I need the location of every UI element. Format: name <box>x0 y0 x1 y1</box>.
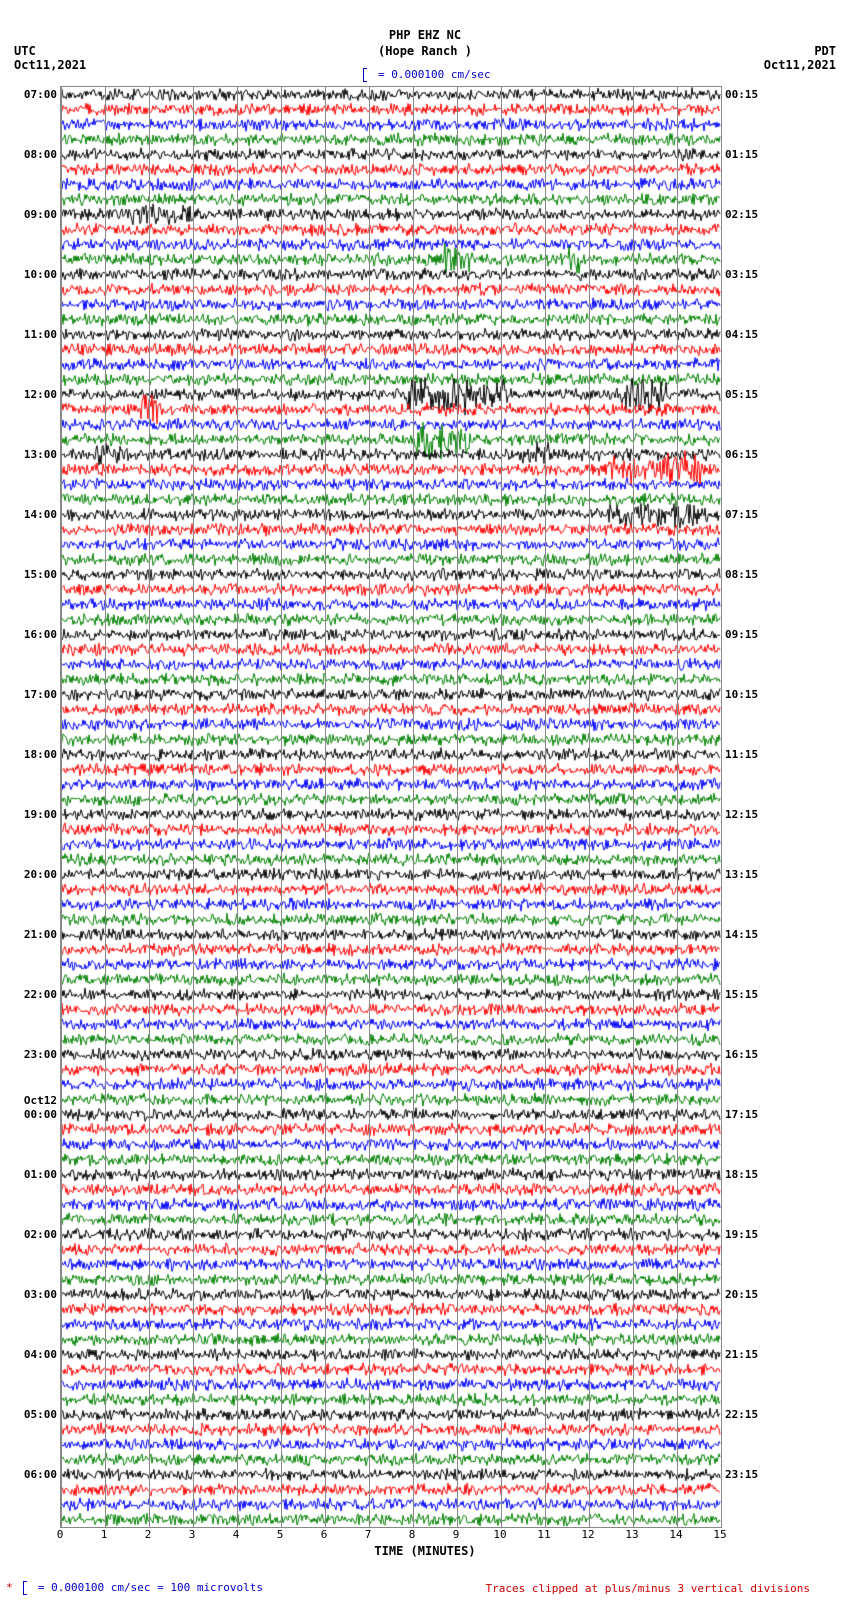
gridline <box>545 87 546 1527</box>
local-time-label: 00:15 <box>725 88 758 101</box>
seismogram-plot <box>60 86 722 1528</box>
x-tick: 4 <box>233 1528 240 1541</box>
utc-time-label: 05:00 <box>7 1408 57 1421</box>
gridline <box>721 87 722 1527</box>
x-tick: 7 <box>365 1528 372 1541</box>
gridline <box>413 87 414 1527</box>
scale-bar-icon <box>363 68 367 82</box>
local-time-label: 05:15 <box>725 388 758 401</box>
x-tick: 9 <box>453 1528 460 1541</box>
utc-time-label: 16:00 <box>7 628 57 641</box>
utc-time-label: 15:00 <box>7 568 57 581</box>
x-tick: 3 <box>189 1528 196 1541</box>
local-time-label: 13:15 <box>725 868 758 881</box>
x-tick: 6 <box>321 1528 328 1541</box>
helicorder-container: PHP EHZ NC (Hope Ranch ) = 0.000100 cm/s… <box>0 0 850 1613</box>
gridline <box>105 87 106 1527</box>
local-time-label: 11:15 <box>725 748 758 761</box>
utc-time-label: 20:00 <box>7 868 57 881</box>
utc-time-label: 03:00 <box>7 1288 57 1301</box>
local-time-label: 16:15 <box>725 1048 758 1061</box>
local-time-label: 18:15 <box>725 1168 758 1181</box>
gridline <box>193 87 194 1527</box>
x-axis-label: TIME (MINUTES) <box>0 1544 850 1558</box>
local-time-label: 14:15 <box>725 928 758 941</box>
utc-time-label: 01:00 <box>7 1168 57 1181</box>
local-time-label: 21:15 <box>725 1348 758 1361</box>
local-time-label: 19:15 <box>725 1228 758 1241</box>
local-time-label: 06:15 <box>725 448 758 461</box>
station-name: (Hope Ranch ) <box>0 44 850 58</box>
utc-time-label: 12:00 <box>7 388 57 401</box>
local-time-label: 04:15 <box>725 328 758 341</box>
utc-time-label: 02:00 <box>7 1228 57 1241</box>
x-tick: 8 <box>409 1528 416 1541</box>
utc-time-label: 09:00 <box>7 208 57 221</box>
local-time-label: 10:15 <box>725 688 758 701</box>
utc-time-label: 21:00 <box>7 928 57 941</box>
gridline <box>61 87 62 1527</box>
gridline <box>281 87 282 1527</box>
utc-time-label: 18:00 <box>7 748 57 761</box>
local-time-label: 20:15 <box>725 1288 758 1301</box>
gridline <box>237 87 238 1527</box>
gridline <box>457 87 458 1527</box>
gridline <box>677 87 678 1527</box>
gridline <box>633 87 634 1527</box>
scale-note: = 0.000100 cm/sec <box>0 68 850 82</box>
timezone-left: UTC <box>14 44 36 58</box>
utc-time-label: 11:00 <box>7 328 57 341</box>
utc-time-label: 13:00 <box>7 448 57 461</box>
footer-scale: * = 0.000100 cm/sec = 100 microvolts <box>6 1581 263 1595</box>
utc-time-label: 14:00 <box>7 508 57 521</box>
local-time-label: 17:15 <box>725 1108 758 1121</box>
gridline <box>369 87 370 1527</box>
utc-time-label: 19:00 <box>7 808 57 821</box>
footer-clip-note: Traces clipped at plus/minus 3 vertical … <box>485 1582 810 1595</box>
local-time-label: 07:15 <box>725 508 758 521</box>
x-tick: 11 <box>537 1528 550 1541</box>
x-tick: 13 <box>625 1528 638 1541</box>
local-time-label: 02:15 <box>725 208 758 221</box>
local-time-label: 15:15 <box>725 988 758 1001</box>
x-tick: 5 <box>277 1528 284 1541</box>
local-time-label: 09:15 <box>725 628 758 641</box>
x-tick: 10 <box>493 1528 506 1541</box>
gridline <box>589 87 590 1527</box>
gridline <box>501 87 502 1527</box>
x-tick: 1 <box>101 1528 108 1541</box>
gridline <box>149 87 150 1527</box>
local-time-label: 01:15 <box>725 148 758 161</box>
utc-time-label: 10:00 <box>7 268 57 281</box>
utc-time-label: 04:00 <box>7 1348 57 1361</box>
date-right: Oct11,2021 <box>764 58 836 72</box>
date-left: Oct11,2021 <box>14 58 86 72</box>
trace-canvas <box>61 87 721 1527</box>
gridline <box>325 87 326 1527</box>
date-break-label: Oct12 <box>7 1094 57 1107</box>
x-tick: 0 <box>57 1528 64 1541</box>
utc-time-label: 17:00 <box>7 688 57 701</box>
x-tick: 12 <box>581 1528 594 1541</box>
x-tick: 2 <box>145 1528 152 1541</box>
local-time-label: 23:15 <box>725 1468 758 1481</box>
timezone-right: PDT <box>814 44 836 58</box>
utc-time-label: 00:00 <box>7 1108 57 1121</box>
utc-time-label: 08:00 <box>7 148 57 161</box>
local-time-label: 03:15 <box>725 268 758 281</box>
utc-time-label: 07:00 <box>7 88 57 101</box>
station-title: PHP EHZ NC <box>0 28 850 42</box>
x-tick: 14 <box>669 1528 682 1541</box>
utc-time-label: 23:00 <box>7 1048 57 1061</box>
local-time-label: 12:15 <box>725 808 758 821</box>
scale-bar-icon <box>23 1581 27 1595</box>
local-time-label: 22:15 <box>725 1408 758 1421</box>
scale-note-text: = 0.000100 cm/sec <box>378 68 491 81</box>
footer-scale-text: = 0.000100 cm/sec = 100 microvolts <box>38 1581 263 1594</box>
utc-time-label: 06:00 <box>7 1468 57 1481</box>
x-tick: 15 <box>713 1528 726 1541</box>
local-time-label: 08:15 <box>725 568 758 581</box>
utc-time-label: 22:00 <box>7 988 57 1001</box>
